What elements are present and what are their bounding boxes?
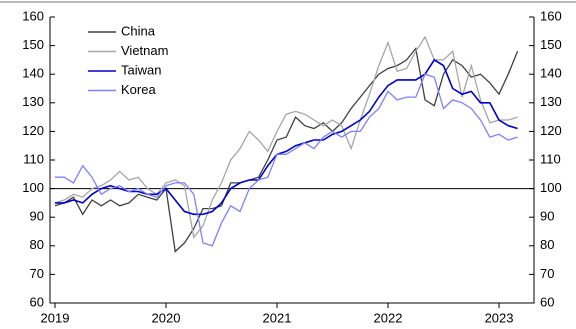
y-tick-label: 150: [22, 37, 44, 52]
y2-tick-label: 100: [540, 180, 562, 195]
legend-label: Vietnam: [121, 43, 168, 58]
y2-tick-label: 160: [540, 8, 562, 23]
y-tick-label: 160: [22, 8, 44, 23]
y-tick-label: 140: [22, 66, 44, 81]
y-tick-label: 60: [30, 294, 44, 309]
y2-tick-label: 130: [540, 94, 562, 109]
y-tick-label: 80: [30, 237, 44, 252]
series-line: [54, 35, 518, 239]
y-tick-label: 120: [22, 123, 44, 138]
y-tick-label: 110: [23, 151, 44, 166]
series-line: [55, 58, 518, 216]
x-tick-label: 2019: [41, 310, 70, 325]
y2-tick-label: 90: [540, 209, 554, 224]
series-line: [55, 73, 518, 247]
y2-tick-label: 70: [540, 266, 554, 281]
y-tick-label: 70: [30, 266, 44, 281]
legend-label: Korea: [121, 82, 156, 97]
y2-tick-label: 110: [540, 151, 561, 166]
series-line: [54, 46, 519, 253]
y2-tick-label: 140: [540, 66, 562, 81]
x-tick-label: 2021: [263, 310, 292, 325]
y-tick-label: 100: [22, 180, 44, 195]
legend-label: Taiwan: [121, 62, 161, 77]
y2-tick-label: 120: [540, 123, 562, 138]
y-tick-label: 130: [22, 94, 44, 109]
y-tick-label: 90: [30, 209, 44, 224]
x-tick-label: 2020: [152, 310, 181, 325]
x-tick-label: 2023: [485, 310, 514, 325]
y2-tick-label: 150: [540, 37, 562, 52]
y2-tick-label: 60: [540, 294, 554, 309]
legend-label: China: [121, 23, 156, 38]
y2-tick-label: 80: [540, 237, 554, 252]
x-tick-label: 2022: [374, 310, 403, 325]
axis-frame: [49, 17, 535, 304]
